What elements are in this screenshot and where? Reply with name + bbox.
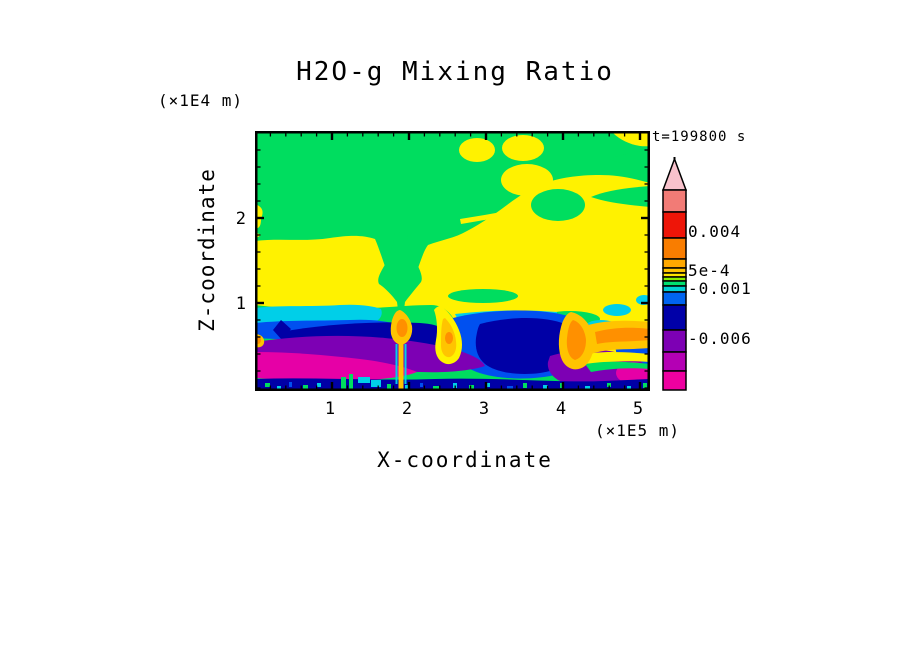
x-tick-label-5: 5: [632, 399, 644, 419]
z-tick-label-1: 1: [235, 294, 246, 314]
colorbar-label-5e-4: 5e-4: [688, 261, 731, 280]
bottom-navy-strip: [255, 378, 650, 391]
x-tick-label-1: 1: [324, 399, 336, 419]
contour-plot: [255, 131, 650, 391]
right-edge-strips: [575, 352, 650, 372]
orange-gold-plumes: [255, 306, 650, 391]
chart-title: H2O-g Mixing Ratio: [296, 57, 614, 87]
x-tick-label-4: 4: [555, 399, 567, 419]
x-axis-units: (×1E5 m): [594, 421, 680, 440]
z-axis-label: Z-coordinate: [195, 168, 219, 332]
x-axis-label: X-coordinate: [377, 448, 553, 472]
z-tick-label-2: 2: [235, 209, 246, 229]
x-tick-label-2: 2: [401, 399, 413, 419]
x-tick-label-3: 3: [478, 399, 490, 419]
colorbar-arrow-tip: [661, 156, 688, 191]
z-axis-units: (×1E4 m): [158, 91, 244, 110]
colorbar-bands: [662, 189, 687, 391]
plot-frame: [255, 131, 650, 391]
colorbar-label-neg0001: -0.001: [688, 279, 752, 298]
colorbar-label-0004: 0.004: [688, 222, 742, 241]
colorbar: [661, 156, 688, 391]
time-annotation: t=199800 s: [652, 129, 747, 145]
colorbar-label-neg0006: -0.006: [688, 329, 752, 348]
